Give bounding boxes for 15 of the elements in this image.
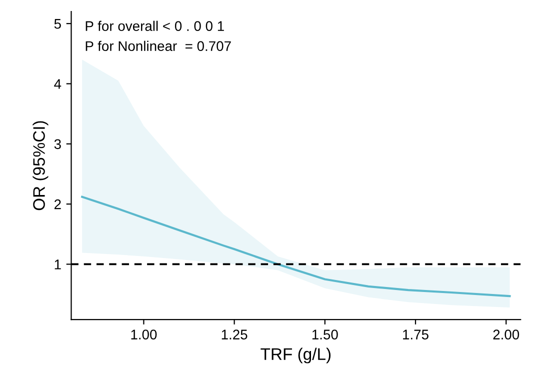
y-tick-label: 5 bbox=[54, 19, 61, 29]
x-tick-label: 1.25 bbox=[222, 330, 248, 340]
x-tick-label: 2.00 bbox=[493, 330, 520, 340]
line-series bbox=[81, 196, 511, 298]
x-tick-label: 1.00 bbox=[131, 330, 157, 340]
y-axis-title: OR (95%CI) bbox=[32, 121, 48, 210]
y-tick-label: 2 bbox=[54, 199, 61, 210]
y-tick-label: 4 bbox=[54, 79, 62, 89]
y-tick-label: 3 bbox=[54, 139, 61, 150]
y-tick-label: 1 bbox=[54, 260, 61, 270]
x-tick-label: 1.50 bbox=[312, 330, 338, 340]
x-tick-label: 1.75 bbox=[403, 330, 428, 340]
x-axis-title: TRF (g/L) bbox=[260, 348, 331, 364]
annotation: P for Nonlinear = 0.707 bbox=[86, 40, 231, 52]
annotation: P for overall < 0 . 0 0 1 bbox=[86, 20, 224, 31]
